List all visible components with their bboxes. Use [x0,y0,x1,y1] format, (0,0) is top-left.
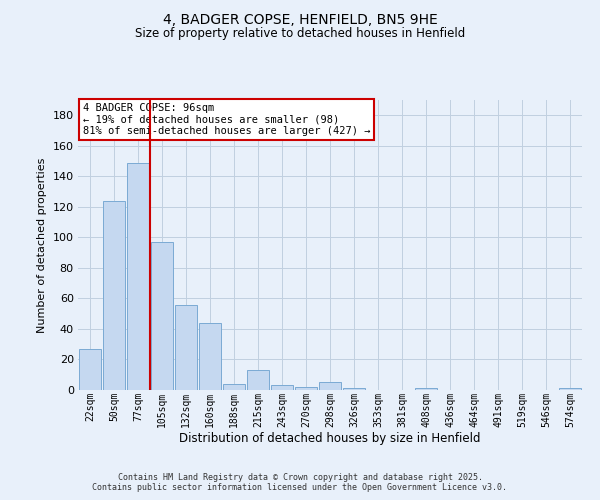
Bar [103,200,125,390]
Bar [223,384,245,390]
Bar [79,349,101,390]
Text: 4 BADGER COPSE: 96sqm
← 19% of detached houses are smaller (98)
81% of semi-deta: 4 BADGER COPSE: 96sqm ← 19% of detached … [83,103,371,136]
Bar [415,388,437,390]
Bar [271,386,293,390]
Text: Contains HM Land Registry data © Crown copyright and database right 2025.
Contai: Contains HM Land Registry data © Crown c… [92,473,508,492]
Bar [175,304,197,390]
Bar [199,323,221,390]
X-axis label: Distribution of detached houses by size in Henfield: Distribution of detached houses by size … [179,432,481,445]
Bar [295,387,317,390]
Y-axis label: Number of detached properties: Number of detached properties [37,158,47,332]
Bar [319,382,341,390]
Bar [247,370,269,390]
Text: 4, BADGER COPSE, HENFIELD, BN5 9HE: 4, BADGER COPSE, HENFIELD, BN5 9HE [163,12,437,26]
Bar [151,242,173,390]
Bar [343,388,365,390]
Bar [127,162,149,390]
Text: Size of property relative to detached houses in Henfield: Size of property relative to detached ho… [135,28,465,40]
Bar [559,388,581,390]
